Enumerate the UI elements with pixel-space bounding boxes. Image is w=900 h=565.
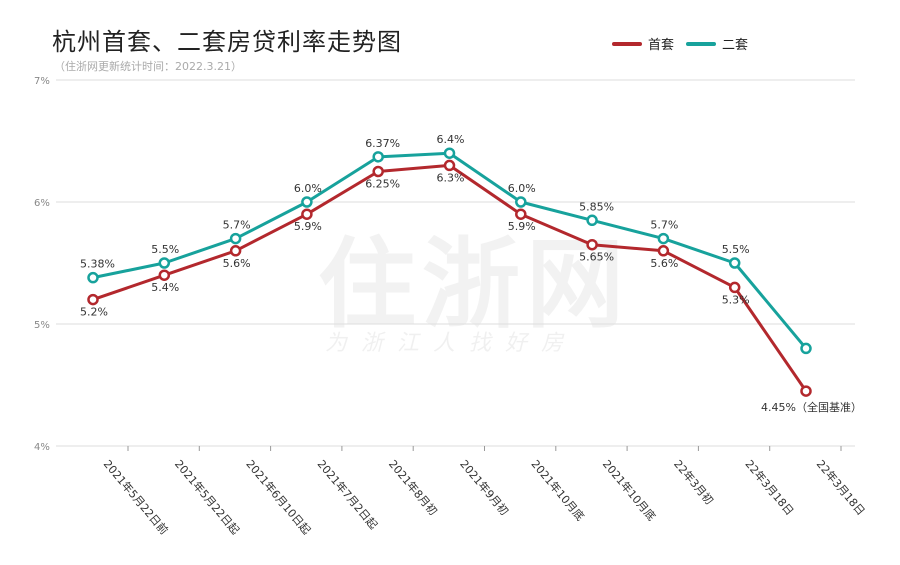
data-label: 6.4% (437, 133, 465, 146)
data-label: 5.9% (294, 220, 322, 233)
x-tick-label: 22年3月初 (671, 457, 716, 507)
x-tick-label: 22年3月18日 (814, 457, 868, 518)
data-label: 5.85% (579, 200, 614, 213)
legend-item-second: 二套 (686, 34, 748, 53)
legend-swatch-first (612, 41, 642, 46)
data-point-second (229, 232, 242, 245)
data-point-second (657, 232, 670, 245)
x-tick-label: 2021年10月底 (529, 457, 588, 523)
data-point-first (657, 245, 670, 257)
data-label: 5.38% (80, 258, 115, 271)
data-label: 5.3% (722, 293, 750, 306)
data-point-first (515, 208, 527, 220)
data-point-first (586, 238, 598, 251)
data-label: 5.2% (80, 306, 108, 319)
x-tick-label: 2021年5月22日起 (172, 457, 243, 537)
data-label: 5.9% (508, 220, 536, 233)
data-label: 5.7% (223, 219, 251, 232)
x-tick-label: 2021年9月初 (457, 457, 511, 518)
x-tick-label: 2021年6月10日起 (243, 457, 314, 537)
legend-label-second: 二套 (722, 38, 749, 53)
x-tick-label: 2021年7月2日起 (315, 457, 381, 532)
data-label: 6.3% (437, 171, 465, 184)
y-tick-label: 6% (34, 198, 50, 209)
legend: 首套 二套 (612, 34, 748, 53)
x-tick-label: 2021年10月底 (600, 457, 659, 523)
data-point-first (158, 269, 171, 281)
data-label: 5.7% (650, 219, 678, 232)
data-point-second (586, 214, 598, 227)
data-point-first (728, 281, 741, 294)
data-point-second (728, 257, 741, 269)
data-point-second (800, 342, 812, 355)
series-line-first (92, 163, 808, 392)
data-point-first (372, 165, 384, 178)
data-label: 4.45%（全国基准） (761, 400, 862, 414)
data-point-second (87, 271, 99, 284)
data-label: 5.5% (722, 243, 750, 256)
data-label: 5.4% (151, 281, 179, 294)
data-label: 6.37% (365, 137, 400, 150)
data-point-first (800, 385, 812, 397)
data-point-first (87, 293, 99, 306)
legend-swatch-second (686, 41, 717, 46)
data-point-first (229, 245, 242, 257)
data-label: 5.6% (650, 257, 678, 270)
data-label: 5.6% (223, 257, 251, 270)
x-tick-label: 2021年8月初 (386, 457, 440, 518)
data-label: 6.0% (294, 182, 322, 195)
legend-label-first: 首套 (648, 38, 675, 53)
data-point-second (158, 257, 171, 269)
legend-item-first: 首套 (612, 34, 674, 53)
y-tick-label: 4% (34, 442, 50, 453)
data-point-second (515, 196, 527, 208)
data-point-first (301, 208, 313, 220)
data-label: 6.0% (508, 182, 536, 195)
data-point-first (443, 159, 456, 172)
data-label: 6.25% (365, 178, 400, 191)
x-tick-label: 2021年5月22日前 (101, 457, 172, 537)
data-label: 5.5% (151, 243, 179, 256)
watermark-tagline: 为浙江人找好房 (325, 331, 578, 356)
data-label: 5.65% (579, 251, 614, 264)
data-point-second (372, 151, 384, 163)
y-tick-label: 5% (34, 320, 50, 331)
chart-title: 杭州首套、二套房贷利率走势图 (52, 28, 402, 56)
watermark-main: 住浙网 (318, 228, 631, 342)
data-point-second (301, 196, 313, 208)
data-point-second (443, 147, 456, 159)
x-tick-label: 22年3月18日 (742, 457, 796, 518)
chart-subtitle: （住浙网更新统计时间：2022.3.21） (54, 60, 242, 73)
y-tick-label: 7% (34, 76, 50, 87)
